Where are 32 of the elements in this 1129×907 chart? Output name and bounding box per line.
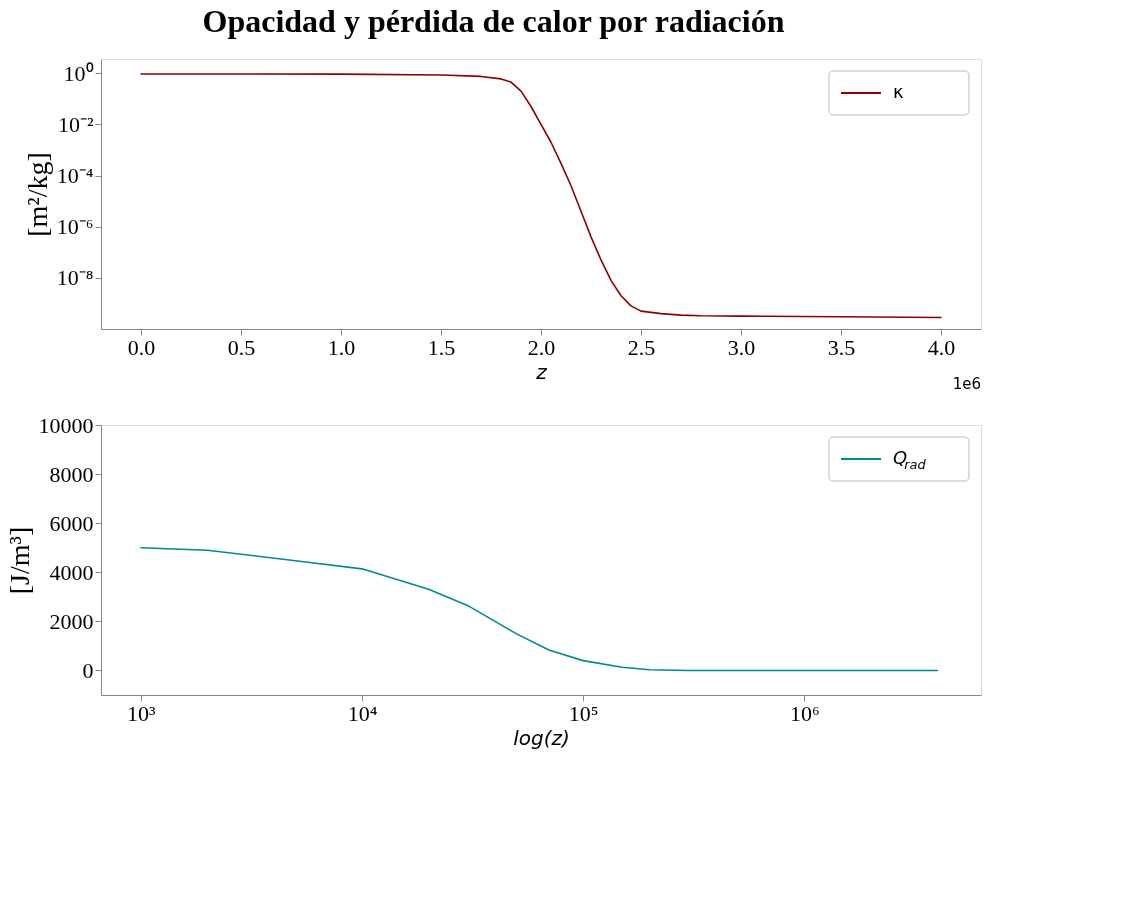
y-tick-label: 10⁻²: [57, 111, 94, 137]
y-tick-label: 10⁰: [63, 60, 94, 86]
x-tick-label: 3.0: [727, 334, 756, 360]
y-tick-label: 6000: [49, 510, 94, 536]
chart-title: Opacidad y pérdida de calor por radiación: [202, 2, 785, 39]
y-tick-label: 10⁻⁴: [56, 163, 94, 189]
y-tick-label: 8000: [49, 461, 94, 487]
x-tick-label: 2.0: [527, 334, 556, 360]
x-axis-title: log(z): [513, 725, 570, 750]
legend-label: κ: [893, 81, 904, 102]
line-series: [140, 73, 942, 319]
x-tick-label: 2.5: [627, 334, 656, 360]
y-tick-label: 4000: [49, 559, 94, 585]
y-axis-title: [m²/kg]: [21, 152, 53, 237]
x-tick-label: 1.0: [327, 334, 356, 360]
x-tick-label: 10⁵: [568, 700, 599, 726]
x-tick-label: 4.0: [927, 334, 956, 360]
y-tick-label: 10⁻⁸: [56, 265, 94, 291]
x-tick-label: 10⁶: [789, 700, 820, 726]
y-tick-label: 0: [82, 657, 94, 683]
x-tick-label: 1.5: [427, 334, 456, 360]
y-tick-label: 10000: [38, 412, 94, 438]
y-axis-title: [J/m³]: [3, 526, 35, 595]
x-tick-label: 3.5: [827, 334, 856, 360]
x-axis-title: z: [535, 359, 548, 384]
text: 1e6: [952, 375, 981, 393]
x-tick-label: 10⁴: [347, 700, 378, 726]
y-tick-label: 10⁻⁶: [56, 214, 94, 240]
x-tick-label: 0.0: [127, 334, 156, 360]
x-tick-label: 10³: [127, 700, 157, 726]
y-tick-label: 2000: [49, 608, 94, 634]
x-tick-label: 0.5: [227, 334, 256, 360]
